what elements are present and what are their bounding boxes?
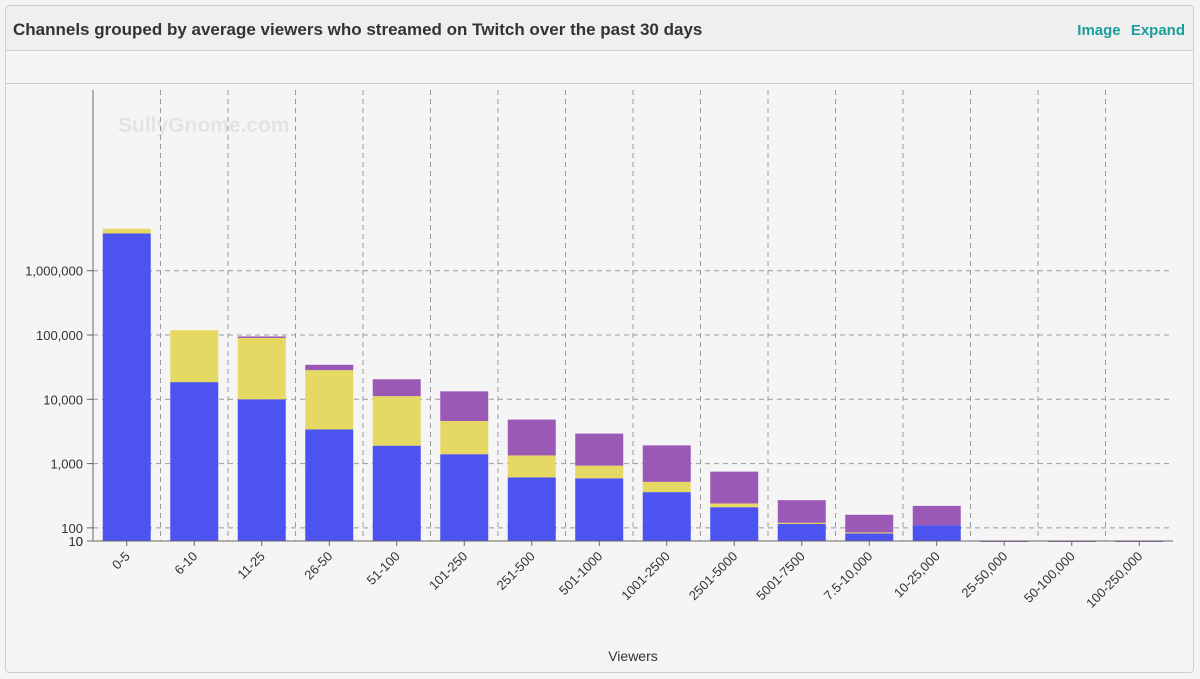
bar-segment-3: [305, 364, 354, 371]
bar-segment-2: [777, 522, 826, 524]
header-links: Image Expand: [1071, 22, 1185, 39]
y-tick-label: 1,000: [50, 457, 83, 472]
image-link[interactable]: Image: [1077, 22, 1121, 39]
bar-segment-2: [845, 532, 894, 534]
bar-segment-3: [507, 419, 556, 456]
watermark-text: SullyGnome.com: [118, 114, 290, 137]
bar-segment-3: [912, 505, 961, 526]
panel-header: Channels grouped by average viewers who …: [6, 6, 1193, 51]
bar-segment-1: [507, 477, 556, 541]
bar-segment-1: [440, 454, 489, 541]
bar-segment-3: [372, 379, 421, 397]
x-tick-label: 0-5: [109, 549, 133, 573]
chart-toolbar: [6, 51, 1193, 84]
bar-segment-3: [642, 445, 691, 482]
x-tick-label: 6-10: [171, 549, 200, 578]
bar-segment-1: [777, 523, 826, 541]
expand-link[interactable]: Expand: [1130, 22, 1185, 39]
x-tick-label: 51-100: [364, 549, 403, 588]
bar-segment-3: [777, 500, 826, 523]
bar-segment-1: [305, 429, 354, 541]
bar-segment-2: [372, 396, 421, 446]
bar-segment-1: [372, 445, 421, 541]
bar-segment-2: [305, 370, 354, 430]
bar-segment-2: [170, 330, 219, 383]
bar-segment-3: [845, 514, 894, 533]
bar-segment-1: [170, 382, 219, 541]
bar-segment-1: [237, 399, 286, 541]
y-tick-label: 100,000: [36, 328, 83, 343]
x-tick-label: 2501-5000: [686, 549, 741, 604]
bar-segment-1: [642, 492, 691, 541]
bar-segment-1: [575, 478, 624, 541]
bar-segment-3: [440, 391, 489, 421]
x-tick-label: 10-25,000: [891, 549, 943, 601]
bar-segment-3: [710, 471, 759, 504]
bar-segment-2: [642, 481, 691, 493]
bar-segment-2: [237, 337, 286, 400]
x-tick-label: 5001-7500: [753, 549, 808, 604]
bar-segment-3: [575, 433, 624, 466]
x-tick-label: 251-500: [494, 549, 538, 593]
x-tick-label: 7.5-10,000: [821, 549, 876, 604]
x-tick-label: 1001-2500: [618, 549, 673, 604]
bar-segment-1: [912, 525, 961, 541]
y-tick-label: 1,000,000: [25, 264, 83, 279]
bar-segment-2: [102, 228, 151, 234]
x-tick-label: 100-250,000: [1083, 549, 1145, 611]
bar-segment-2: [507, 455, 556, 478]
bar-segment-2: [710, 503, 759, 508]
x-tick-label: 11-25: [234, 549, 267, 582]
x-tick-label: 50-100,000: [1021, 549, 1078, 606]
chart-title: Channels grouped by average viewers who …: [13, 20, 703, 39]
y-tick-label: 100: [61, 521, 83, 536]
bar-segment-2: [440, 420, 489, 455]
bar-segment-1: [845, 533, 894, 541]
y-tick-label: 10: [69, 534, 83, 549]
x-tick-label: 501-1000: [556, 549, 605, 598]
x-tick-label: 25-50,000: [958, 549, 1010, 601]
x-tick-label: 26-50: [301, 549, 335, 583]
y-tick-label: 10,000: [43, 392, 83, 407]
bar-segment-3: [237, 336, 286, 338]
x-tick-label: 101-250: [426, 549, 470, 593]
bar-segment-1: [710, 507, 759, 541]
x-axis-label: Viewers: [608, 648, 658, 664]
y-tick-label: 0: [76, 534, 83, 549]
bar-segment-1: [102, 233, 151, 541]
bar-segment-2: [575, 465, 624, 479]
